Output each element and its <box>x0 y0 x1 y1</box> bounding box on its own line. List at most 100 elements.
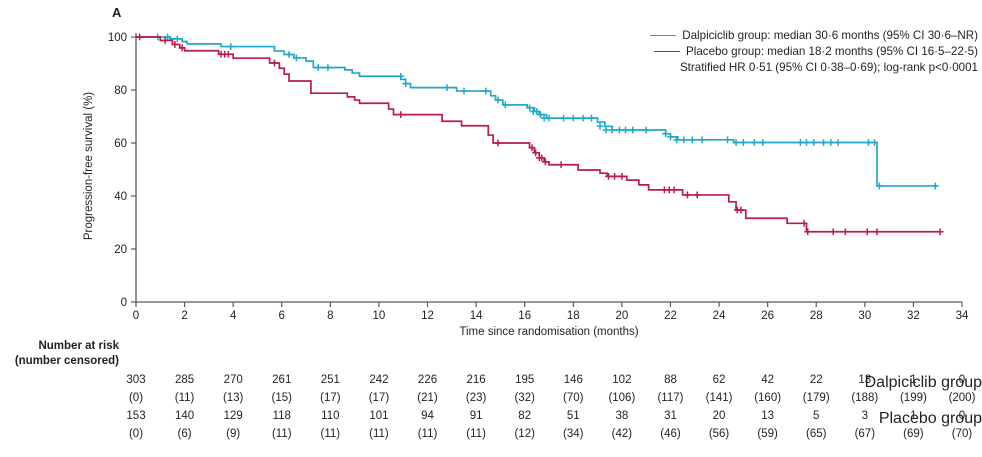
atrisk-cell: (23) <box>465 392 487 404</box>
censor-mark-placebo <box>873 228 881 236</box>
censor-mark-dalpiciclib <box>622 126 629 134</box>
atrisk-cell: 102 <box>612 374 632 386</box>
atrisk-cell: 153 <box>126 410 146 422</box>
censor-mark-dalpiciclib <box>545 114 553 122</box>
x-tick-label: 4 <box>230 310 237 322</box>
atrisk-cell: (0) <box>128 392 144 404</box>
censor-mark-dalpiciclib <box>402 80 410 88</box>
x-tick-label: 14 <box>470 310 483 322</box>
atrisk-cell: (17) <box>368 392 390 404</box>
censor-mark-dalpiciclib <box>662 130 670 138</box>
atrisk-cell: 195 <box>515 374 535 386</box>
y-tick-label: 100 <box>108 32 127 44</box>
censor-mark-dalpiciclib <box>285 51 293 58</box>
censor-mark-dalpiciclib <box>673 136 680 144</box>
censor-mark-placebo <box>863 228 871 236</box>
censor-mark-placebo <box>605 172 612 180</box>
atrisk-cell: 285 <box>174 374 195 386</box>
censor-mark-dalpiciclib <box>688 136 696 144</box>
censor-mark-dalpiciclib <box>526 104 533 112</box>
x-tick-label: 26 <box>761 310 774 322</box>
atrisk-cell: (188) <box>851 392 879 404</box>
x-tick-label: 16 <box>518 310 531 322</box>
atrisk-cell: 62 <box>712 374 726 386</box>
censor-mark-dalpiciclib <box>698 136 706 144</box>
atrisk-cell: 20 <box>712 410 726 422</box>
atrisk-cell: 129 <box>223 410 243 422</box>
y-tick-label: 20 <box>114 244 127 256</box>
atrisk-cell: (34) <box>563 428 584 440</box>
censor-mark-dalpiciclib <box>173 35 181 43</box>
censor-mark-dalpiciclib <box>667 133 674 141</box>
atrisk-cell: (69) <box>903 428 924 440</box>
atrisk-cell: 140 <box>174 410 195 422</box>
censor-mark-placebo <box>804 228 812 236</box>
censor-mark-dalpiciclib <box>588 114 595 122</box>
atrisk-cell: (0) <box>128 428 144 440</box>
atrisk-cell: (117) <box>657 392 684 404</box>
censor-mark-placebo <box>737 206 745 214</box>
atrisk-cell: (32) <box>514 392 535 404</box>
atrisk-cell: 13 <box>761 410 775 422</box>
at-risk-label-column: Number at risk (number censored) <box>0 339 119 369</box>
atrisk-cell: (70) <box>563 392 584 404</box>
censor-mark-dalpiciclib <box>750 139 758 146</box>
atrisk-cell: 118 <box>272 410 291 422</box>
atrisk-cell: 270 <box>223 374 243 386</box>
x-tick-label: 6 <box>279 310 285 322</box>
atrisk-cell: 216 <box>466 374 486 386</box>
censor-mark-dalpiciclib <box>314 64 322 71</box>
censor-mark-dalpiciclib <box>579 114 587 122</box>
censor-mark-dalpiciclib <box>324 64 332 71</box>
y-tick-label: 40 <box>114 191 127 203</box>
atrisk-cell: (141) <box>705 392 733 404</box>
panel-letter: A <box>112 5 122 20</box>
censor-mark-placebo <box>841 228 849 236</box>
atrisk-cell: (15) <box>271 392 292 404</box>
x-tick-label: 2 <box>181 310 187 322</box>
censor-mark-dalpiciclib <box>876 182 883 190</box>
atrisk-cell: 91 <box>469 410 483 422</box>
censor-mark-dalpiciclib <box>501 101 509 109</box>
censor-mark-dalpiciclib <box>533 108 541 115</box>
censor-mark-dalpiciclib <box>871 139 878 146</box>
atrisk-cell: 261 <box>272 374 292 386</box>
legend: Dalpiciclib group: median 30·6 months (9… <box>650 27 978 75</box>
km-curve-dalpiciclib <box>136 36 938 187</box>
censor-mark-dalpiciclib <box>732 139 740 146</box>
censor-mark-dalpiciclib <box>443 84 451 92</box>
at-risk-header-line1: Number at risk <box>38 340 119 352</box>
atrisk-cell: 303 <box>126 374 146 386</box>
censor-mark-placebo <box>528 144 536 152</box>
atrisk-cell: (160) <box>754 392 782 404</box>
censor-mark-placebo <box>178 44 186 52</box>
censor-mark-dalpiciclib <box>827 139 835 146</box>
censor-mark-dalpiciclib <box>724 136 731 144</box>
atrisk-cell: 88 <box>664 374 677 386</box>
atrisk-cell: 251 <box>320 374 340 386</box>
at-risk-row-label-placebo: Placebo group <box>878 410 982 427</box>
atrisk-cell: 0 <box>958 374 966 386</box>
censor-mark-placebo <box>829 228 837 236</box>
censor-mark-dalpiciclib <box>629 126 637 134</box>
x-tick-label: 22 <box>664 310 677 322</box>
censor-mark-placebo <box>684 191 691 199</box>
atrisk-cell: (11) <box>417 428 438 440</box>
atrisk-cell: 42 <box>761 374 775 386</box>
x-tick-label: 24 <box>713 310 726 322</box>
atrisk-cell: (56) <box>708 428 730 440</box>
at-risk-row-label-dalpiciclib: Dalpiciclib group <box>864 374 982 391</box>
censor-mark-dalpiciclib <box>616 126 623 134</box>
censor-mark-placebo <box>136 33 144 41</box>
legend-entry-placebo: Placebo group: median 18·2 months (95% C… <box>650 43 978 59</box>
atrisk-cell: (11) <box>174 392 195 404</box>
censor-mark-placebo <box>397 111 405 119</box>
x-tick-label: 18 <box>567 310 580 322</box>
censor-mark-dalpiciclib <box>560 114 567 122</box>
y-tick-label: 60 <box>114 138 127 150</box>
censor-mark-dalpiciclib <box>537 111 544 119</box>
censor-mark-placebo <box>670 186 678 194</box>
censor-mark-dalpiciclib <box>596 122 604 130</box>
censor-mark-dalpiciclib <box>797 139 804 146</box>
at-risk-header-line2: (number censored) <box>14 355 119 367</box>
